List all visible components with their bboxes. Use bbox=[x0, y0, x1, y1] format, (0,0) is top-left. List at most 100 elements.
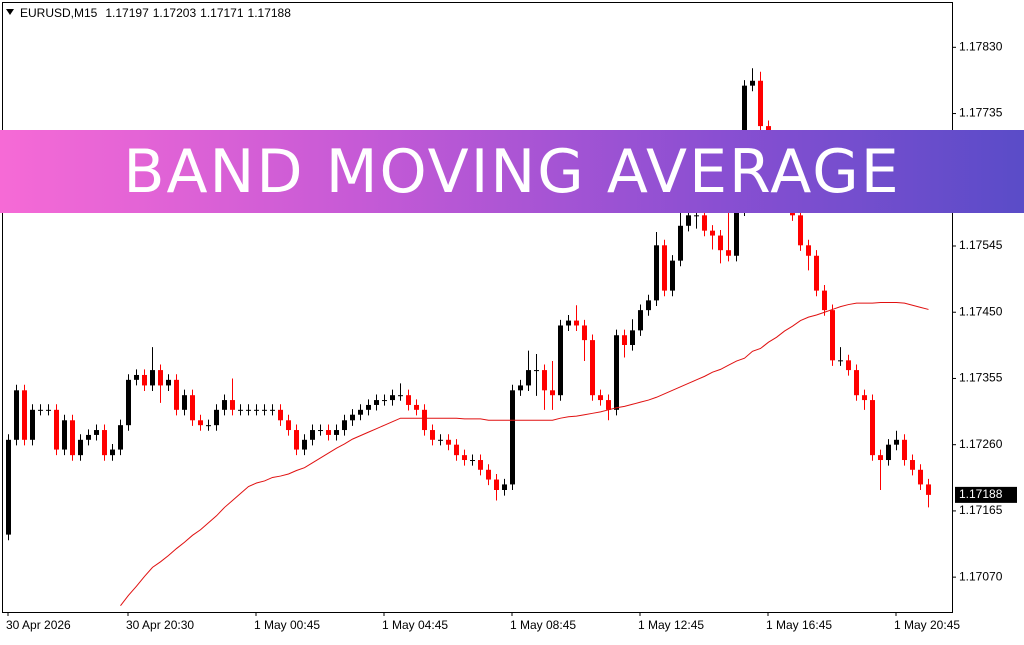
candle-body bbox=[142, 374, 147, 386]
candle-body bbox=[206, 425, 211, 427]
candle-body bbox=[710, 230, 715, 236]
candle-body bbox=[854, 370, 859, 396]
candle-body bbox=[374, 400, 379, 405]
y-tick-label: 1.17260 bbox=[959, 437, 1003, 451]
candle-body bbox=[726, 250, 731, 256]
y-tick-label: 1.17165 bbox=[959, 503, 1003, 517]
candle-body bbox=[918, 469, 923, 485]
candle-body bbox=[94, 430, 99, 435]
candle-body bbox=[86, 434, 91, 440]
x-tick-label: 1 May 08:45 bbox=[510, 618, 576, 632]
candle-body bbox=[446, 439, 451, 445]
x-tick-label: 1 May 16:45 bbox=[766, 618, 832, 632]
candle-body bbox=[878, 455, 883, 461]
candle-body bbox=[110, 449, 115, 456]
y-tick-label: 1.17450 bbox=[959, 304, 1003, 318]
candle-body bbox=[166, 379, 171, 386]
candle-body bbox=[78, 439, 83, 456]
candle-body bbox=[830, 310, 835, 361]
candle-body bbox=[590, 340, 595, 396]
candle-body bbox=[502, 484, 507, 490]
candle-body bbox=[718, 235, 723, 251]
candle-body bbox=[134, 374, 139, 380]
candle-body bbox=[398, 395, 403, 397]
candle-body bbox=[758, 80, 763, 127]
candle-body bbox=[510, 390, 515, 485]
x-tick-label: 30 Apr 2026 bbox=[6, 618, 71, 632]
candle-body bbox=[214, 409, 219, 426]
candle-body bbox=[414, 404, 419, 410]
candle-body bbox=[654, 245, 659, 301]
candle-body bbox=[686, 215, 691, 226]
candle-body bbox=[310, 430, 315, 440]
candle-body bbox=[334, 430, 339, 435]
candle-body bbox=[246, 409, 251, 411]
candle-body bbox=[614, 335, 619, 410]
candle-body bbox=[678, 225, 683, 261]
candle-body bbox=[646, 300, 651, 311]
candle-body bbox=[190, 395, 195, 421]
candle-body bbox=[6, 439, 11, 535]
y-tick-label: 1.17830 bbox=[959, 39, 1003, 53]
candle-body bbox=[350, 414, 355, 421]
candle-body bbox=[302, 439, 307, 450]
candle-body bbox=[22, 390, 27, 440]
header-ohlc-value: 1.17188 bbox=[248, 6, 292, 20]
candle-body bbox=[822, 290, 827, 311]
candle-body bbox=[366, 404, 371, 410]
candle-body bbox=[750, 80, 755, 86]
candle-body bbox=[550, 390, 555, 396]
candle-body bbox=[326, 430, 331, 435]
symbol-label: EURUSD,M15 bbox=[20, 6, 98, 20]
candle-body bbox=[462, 455, 467, 461]
candle-body bbox=[158, 370, 163, 386]
candle-body bbox=[174, 379, 179, 410]
candle-body bbox=[798, 215, 803, 246]
candle-body bbox=[286, 420, 291, 431]
candle-body bbox=[182, 395, 187, 410]
last-price-label: 1.17188 bbox=[959, 487, 1003, 501]
candle-body bbox=[630, 330, 635, 345]
candle-body bbox=[558, 325, 563, 396]
candle-body bbox=[494, 479, 499, 490]
banner: BAND MOVING AVERAGE bbox=[0, 130, 1024, 213]
candle-body bbox=[902, 439, 907, 461]
candle-body bbox=[478, 460, 483, 470]
candle-body bbox=[582, 325, 587, 341]
candle-body bbox=[406, 395, 411, 405]
candle-body bbox=[270, 409, 275, 411]
candle-body bbox=[438, 439, 443, 441]
candle-body bbox=[910, 460, 915, 470]
candle-body bbox=[702, 215, 707, 231]
candle-body bbox=[598, 395, 603, 401]
x-tick-label: 1 May 00:45 bbox=[254, 618, 320, 632]
last-price-box bbox=[955, 486, 1017, 503]
banner-title: BAND MOVING AVERAGE bbox=[123, 136, 901, 207]
candle-body bbox=[574, 320, 579, 326]
candle-body bbox=[566, 320, 571, 326]
plot-frame bbox=[2, 2, 953, 613]
candle-body bbox=[358, 409, 363, 415]
y-tick-label: 1.17355 bbox=[959, 371, 1003, 385]
candle-body bbox=[662, 245, 667, 291]
candle-body bbox=[886, 444, 891, 461]
candle-body bbox=[838, 360, 843, 362]
candle-body bbox=[102, 430, 107, 456]
candle-body bbox=[638, 310, 643, 331]
candle-body bbox=[542, 370, 547, 391]
candle-body bbox=[46, 409, 51, 411]
candle-body bbox=[862, 395, 867, 401]
candle-body bbox=[38, 409, 43, 411]
candle-body bbox=[870, 400, 875, 456]
candle-body bbox=[222, 400, 227, 410]
candle-body bbox=[30, 409, 35, 440]
candle-body bbox=[150, 370, 155, 386]
symbol-menu-arrow[interactable] bbox=[6, 9, 14, 15]
candle-body bbox=[294, 430, 299, 450]
candle-body bbox=[526, 370, 531, 386]
candle-body bbox=[534, 370, 539, 372]
header-ohlc-value: 1.17171 bbox=[200, 6, 244, 20]
header-ohlc-value: 1.17197 bbox=[105, 6, 149, 20]
